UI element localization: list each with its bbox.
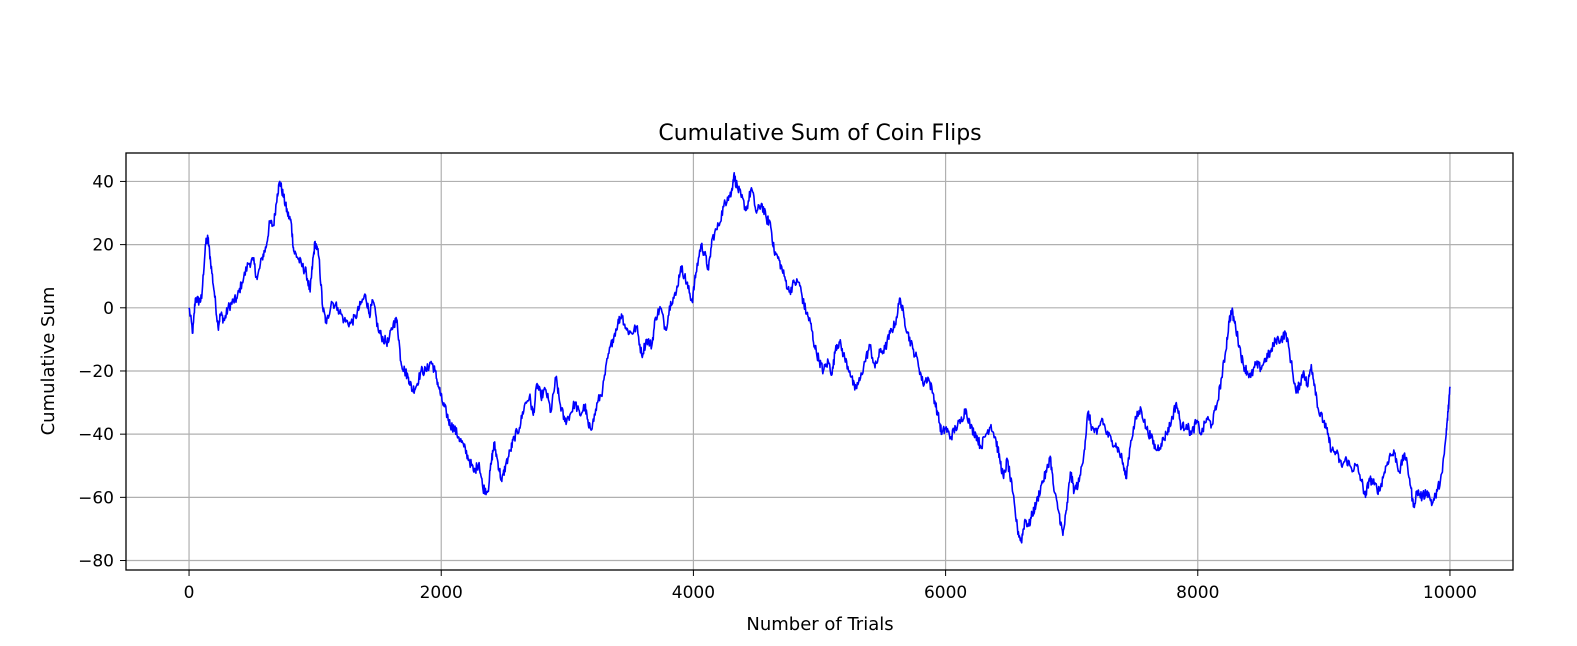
- y-tick-label: −60: [78, 488, 114, 508]
- plot-frame: [125, 152, 1514, 571]
- x-tick-label: 2000: [420, 583, 463, 603]
- y-axis: −80 −60 −40 −20 0 20 40: [78, 172, 126, 572]
- x-tick-label: 8000: [1176, 583, 1219, 603]
- y-tick-label: 40: [92, 172, 114, 192]
- chart-title: Cumulative Sum of Coin Flips: [658, 121, 981, 146]
- x-axis-label: Number of Trials: [746, 614, 893, 635]
- x-tick-label: 0: [184, 583, 195, 603]
- x-tick-label: 6000: [924, 583, 967, 603]
- series-line: [188, 172, 1451, 544]
- x-axis: 0 2000 4000 6000 8000 10000: [184, 570, 1477, 603]
- x-tick-label: 4000: [672, 583, 715, 603]
- y-axis-label: Cumulative Sum: [38, 287, 59, 436]
- x-tick-label: 10000: [1423, 583, 1477, 603]
- y-tick-label: −80: [78, 552, 114, 572]
- y-tick-label: 20: [92, 236, 114, 256]
- y-tick-label: −20: [78, 362, 114, 382]
- y-tick-label: −40: [78, 425, 114, 445]
- y-tick-label: 0: [103, 299, 114, 319]
